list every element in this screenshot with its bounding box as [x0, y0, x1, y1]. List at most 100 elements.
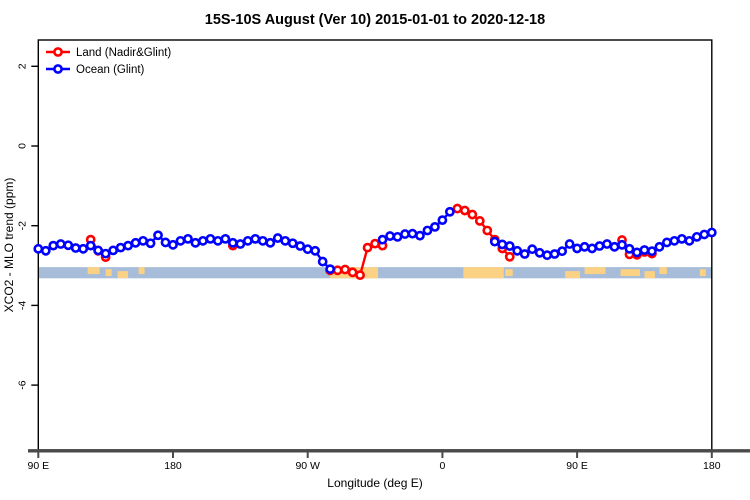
- x-tick-label: 90 E: [27, 460, 49, 472]
- data-point-ocean: [549, 249, 560, 259]
- data-point-ocean: [400, 229, 410, 239]
- data-point-ocean: [602, 239, 612, 249]
- band-speckle: [505, 269, 513, 277]
- data-point-land: [452, 203, 463, 214]
- data-point-ocean: [85, 240, 96, 251]
- data-point-ocean: [325, 264, 336, 275]
- chart-title: 15S-10S August (Ver 10) 2015-01-01 to 20…: [205, 12, 545, 28]
- data-point-ocean: [572, 243, 582, 254]
- data-point-ocean: [48, 240, 59, 251]
- data-point-ocean: [504, 241, 515, 251]
- legend-item-land: Land (Nadir&Glint): [46, 47, 171, 59]
- data-point-ocean: [198, 235, 208, 246]
- legend-item-ocean: Ocean (Glint): [46, 64, 145, 76]
- data-point-ocean: [594, 241, 605, 251]
- data-point-land: [347, 267, 358, 278]
- y-tick-label: 2: [16, 63, 28, 69]
- data-point-ocean: [392, 231, 403, 242]
- data-point-ocean: [280, 235, 291, 246]
- data-point-land: [332, 265, 343, 276]
- band-speckle: [87, 267, 100, 275]
- data-point-ocean: [212, 235, 223, 246]
- data-point-ocean: [317, 256, 328, 267]
- data-point-land: [362, 242, 373, 253]
- data-point-ocean: [295, 241, 306, 251]
- data-point-ocean: [205, 233, 216, 244]
- legend-ocean-marker-icon: [53, 64, 63, 74]
- data-point-ocean: [699, 229, 710, 240]
- data-point-ocean: [272, 233, 283, 243]
- x-tick-label: 0: [439, 460, 445, 472]
- legend-ocean-label: Ocean (Glint): [76, 64, 145, 76]
- data-point-ocean: [632, 247, 642, 258]
- band-speckle: [584, 267, 606, 275]
- data-point-ocean: [63, 240, 74, 251]
- legend: Land (Nadir&Glint) Ocean (Glint): [46, 47, 171, 76]
- y-tick-label: -6: [16, 380, 28, 389]
- band-speckle: [644, 271, 655, 279]
- data-point-ocean: [130, 237, 141, 248]
- band-speckle: [105, 269, 112, 277]
- data-point-ocean: [676, 233, 687, 244]
- data-point-ocean: [579, 241, 590, 252]
- data-point-land: [467, 209, 478, 220]
- y-tick-label: -2: [16, 221, 28, 230]
- data-point-ocean: [123, 240, 134, 251]
- data-point-ocean: [542, 250, 553, 261]
- data-point-land: [340, 264, 351, 275]
- band-speckle: [620, 269, 640, 277]
- data-point-ocean: [430, 221, 440, 232]
- data-point-ocean: [33, 243, 44, 254]
- y-tick-label: 0: [16, 143, 28, 149]
- data-point-ocean: [265, 237, 276, 248]
- data-point-ocean: [662, 237, 672, 248]
- data-point-ocean: [115, 242, 126, 253]
- data-point-ocean: [444, 206, 455, 217]
- data-point-ocean: [706, 227, 717, 238]
- data-point-ocean: [220, 233, 231, 244]
- data-point-ocean: [489, 236, 500, 247]
- data-point-ocean: [70, 243, 81, 253]
- band-highlight: [463, 267, 504, 279]
- data-point-ocean: [617, 239, 627, 250]
- data-point-ocean: [108, 245, 119, 256]
- data-point-ocean: [377, 234, 388, 245]
- data-point-land: [459, 205, 470, 216]
- data-point-ocean: [242, 235, 253, 246]
- data-point-ocean: [183, 233, 193, 244]
- data-point-ocean: [669, 235, 680, 246]
- band-speckle: [565, 271, 581, 279]
- data-point-ocean: [138, 235, 148, 246]
- data-point-ocean: [302, 244, 313, 255]
- axes-layer: 90 E 180 90 W 0 90 E 180 2 0 -2 -4 -6: [16, 63, 750, 472]
- data-point-ocean: [437, 215, 448, 226]
- x-tick-label: 90 E: [566, 460, 588, 472]
- data-point-ocean: [564, 239, 575, 249]
- data-point-ocean: [647, 246, 657, 257]
- data-point-ocean: [310, 245, 321, 256]
- data-point-ocean: [415, 230, 425, 241]
- data-point-ocean: [512, 245, 523, 256]
- data-point-ocean: [168, 239, 178, 250]
- data-point-land: [355, 270, 365, 281]
- data-point-ocean: [287, 238, 298, 249]
- y-axis-title: XCO2 - MLO trend (ppm): [2, 178, 16, 313]
- data-point-ocean: [587, 243, 597, 254]
- data-point-land: [482, 225, 493, 236]
- data-point-ocean: [497, 239, 508, 250]
- band-speckle: [699, 269, 706, 277]
- data-point-ocean: [691, 231, 702, 242]
- data-point-ocean: [422, 225, 433, 236]
- data-point-ocean: [639, 245, 650, 255]
- data-point-ocean: [190, 237, 201, 248]
- data-point-ocean: [78, 243, 89, 254]
- x-tick-label: 180: [164, 460, 182, 472]
- x-axis-title: Longitude (deg E): [327, 476, 422, 490]
- data-point-ocean: [175, 235, 186, 246]
- x-tick-label: 180: [703, 460, 721, 472]
- data-point-ocean: [407, 228, 418, 239]
- data-point-ocean: [654, 241, 665, 252]
- band-speckle: [138, 267, 145, 275]
- data-point-ocean: [153, 230, 163, 241]
